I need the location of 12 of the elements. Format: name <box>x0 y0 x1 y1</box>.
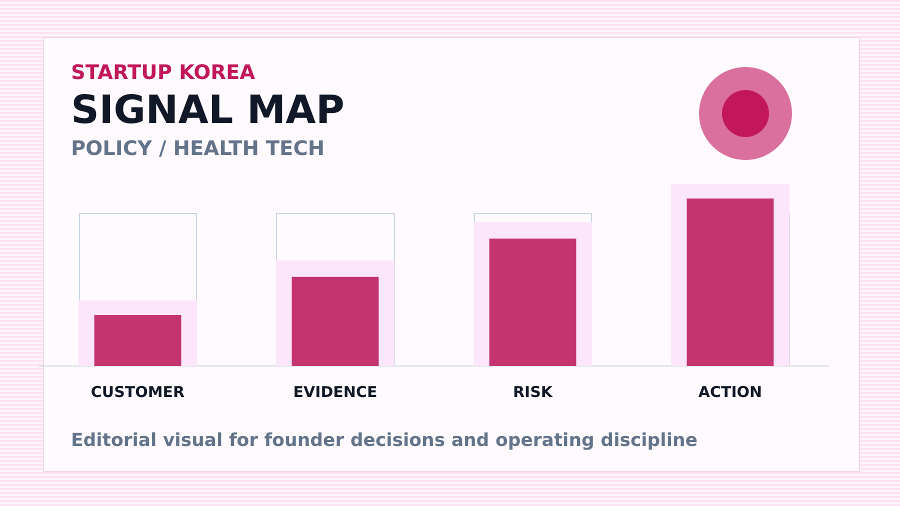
chart-title: SIGNAL MAP <box>71 88 344 133</box>
bar <box>686 198 774 366</box>
x-tick-label: EVIDENCE <box>293 382 378 401</box>
x-tick-label: ACTION <box>698 382 762 401</box>
x-tick-label: RISK <box>512 382 554 401</box>
bar <box>292 276 379 366</box>
x-tick-label: CUSTOMER <box>90 382 186 401</box>
bar <box>94 315 182 366</box>
bar <box>489 238 576 366</box>
text: STARTUP KOREA <box>71 60 256 84</box>
chart-subtitle: POLICY / HEALTH TECH <box>71 136 325 160</box>
text: Editorial visual for founder decisions and operating discipline <box>71 430 698 451</box>
